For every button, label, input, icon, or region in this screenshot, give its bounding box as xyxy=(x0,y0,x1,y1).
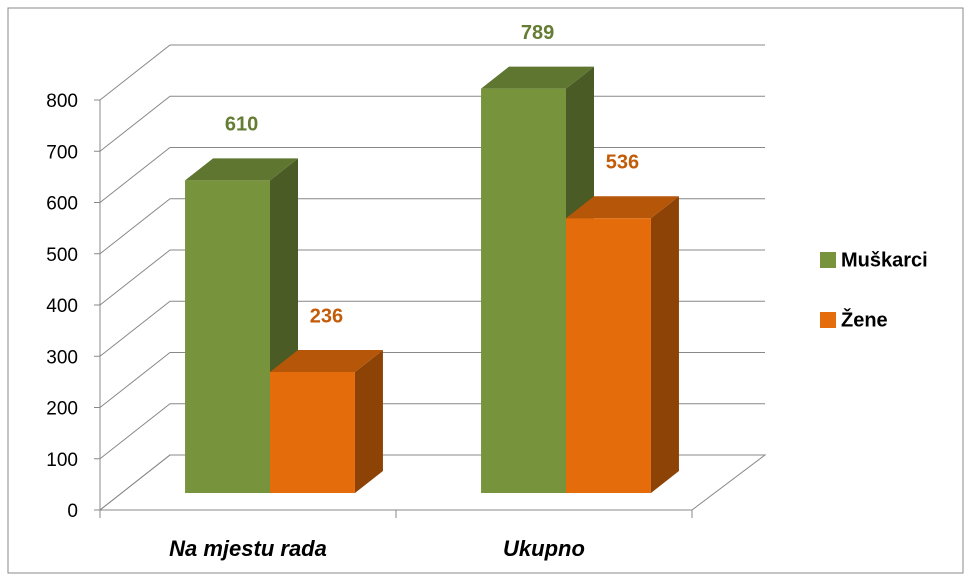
legend-swatch xyxy=(820,312,836,328)
bar-top xyxy=(481,66,594,89)
x-tick-label: Ukupno xyxy=(503,536,585,561)
legend-swatch xyxy=(820,252,836,268)
bar-side xyxy=(650,196,679,494)
bar xyxy=(566,196,679,494)
bar-front xyxy=(481,88,566,493)
legend-label: Žene xyxy=(841,307,888,331)
bar-front xyxy=(566,218,651,494)
grid-line xyxy=(99,44,765,101)
value-label: 789 xyxy=(521,22,554,44)
bar xyxy=(270,350,383,493)
value-label: 610 xyxy=(225,114,258,136)
value-label: 536 xyxy=(606,152,639,174)
y-tick-label: 500 xyxy=(46,245,78,266)
y-tick-label: 0 xyxy=(67,501,78,522)
y-tick-label: 700 xyxy=(46,142,78,163)
y-tick-label: 800 xyxy=(46,91,78,112)
bar-side xyxy=(354,350,383,493)
bar-top xyxy=(185,158,298,181)
y-tick-label: 400 xyxy=(46,296,78,317)
bar-top xyxy=(566,196,679,219)
value-label: 236 xyxy=(310,305,343,327)
legend-label: Muškarci xyxy=(841,249,928,271)
x-tick-label: Na mjestu rada xyxy=(169,536,327,561)
y-tick-label: 200 xyxy=(46,399,78,420)
y-tick-label: 100 xyxy=(46,450,78,471)
y-tick-label: 300 xyxy=(46,347,78,368)
bar-front xyxy=(270,372,355,493)
bar-top xyxy=(270,350,383,373)
y-tick-label: 600 xyxy=(46,194,78,215)
bar-front xyxy=(185,180,270,493)
